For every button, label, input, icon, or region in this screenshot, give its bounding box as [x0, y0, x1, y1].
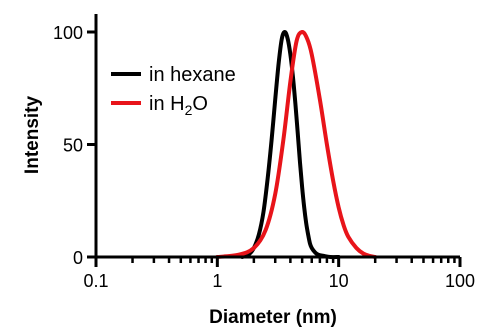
x-axis-label: Diameter (nm): [209, 307, 337, 328]
ticks: 0 50 100 0.1 1 10 100: [53, 23, 475, 291]
x-tick-label: 0.1: [83, 271, 108, 291]
x-tick-label: 1: [212, 271, 222, 291]
series-line-0: [240, 30, 341, 260]
axes: [94, 14, 460, 259]
legend-label-water: in H2O: [149, 93, 208, 118]
x-tick-label: 10: [329, 271, 349, 291]
y-tick-label: 0: [73, 248, 83, 268]
legend-label-hexane: in hexane: [149, 64, 236, 86]
plot-lines: [215, 30, 378, 260]
series-line-1: [215, 30, 378, 259]
y-tick-label: 50: [63, 136, 83, 156]
y-axis-label: Intensity: [22, 96, 43, 175]
y-tick-label: 100: [53, 23, 83, 43]
x-tick-label: 100: [445, 271, 475, 291]
legend: in hexane in H2O: [111, 64, 236, 118]
